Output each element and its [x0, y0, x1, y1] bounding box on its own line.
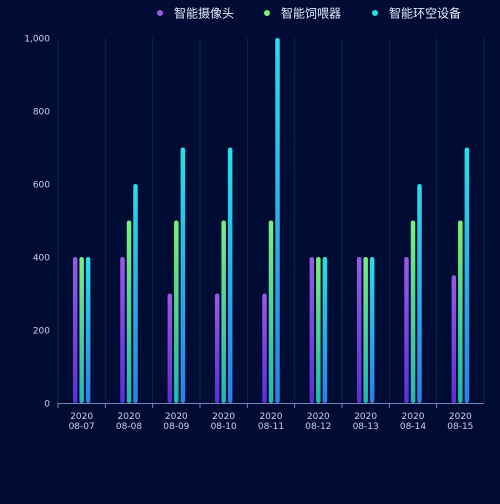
x-tick-label: 2020 08-14 — [400, 412, 426, 432]
bar — [464, 147, 470, 403]
legend: 智能摄像头 智能饲喂器 智能环空设备 — [157, 6, 461, 21]
bar — [72, 257, 78, 403]
bar — [417, 184, 422, 403]
x-tick-label: 2020 08-11 — [258, 412, 284, 432]
bar — [369, 257, 375, 403]
bar — [180, 147, 186, 403]
bar — [451, 275, 457, 403]
bar — [167, 293, 173, 403]
y-tick-label: 400 — [33, 254, 50, 264]
bar — [410, 220, 416, 403]
x-tick-label: 2020 08-13 — [353, 412, 379, 432]
bar — [309, 257, 315, 403]
legend-label: 智能摄像头 — [174, 6, 234, 21]
legend-marker — [157, 10, 163, 16]
x-tick-label: 2020 08-08 — [116, 412, 142, 432]
bar — [322, 257, 328, 403]
bar — [458, 220, 463, 403]
x-tick-label: 2020 08-15 — [447, 412, 473, 432]
bar — [126, 220, 132, 403]
bar — [227, 147, 233, 403]
y-axis: 0 200 400 600 800 1,000 — [24, 35, 50, 410]
x-tick-label: 2020 08-07 — [69, 412, 95, 432]
x-tick-label: 2020 08-10 — [211, 412, 237, 432]
bar — [275, 38, 280, 403]
x-tick-label: 2020 08-12 — [305, 412, 331, 432]
legend-marker — [372, 10, 378, 16]
bar — [316, 257, 321, 403]
bar — [79, 257, 84, 403]
bars — [72, 38, 470, 403]
bar — [262, 293, 267, 403]
y-tick-label: 800 — [33, 108, 50, 118]
bar — [356, 257, 362, 403]
y-tick-label: 600 — [33, 181, 50, 191]
bar — [214, 293, 220, 403]
bar — [85, 257, 91, 403]
legend-label: 智能饲喂器 — [281, 6, 341, 21]
bar — [120, 257, 125, 403]
x-axis: 2020 08-07 2020 08-08 2020 08-09 2020 08-10 2020… — [57, 403, 484, 432]
y-tick-label: 200 — [33, 327, 50, 337]
bar — [404, 257, 409, 403]
legend-marker — [264, 10, 270, 16]
bar — [221, 220, 226, 403]
y-tick-label: 0 — [44, 400, 50, 410]
bar — [174, 220, 179, 403]
y-tick-label: 1,000 — [24, 35, 50, 45]
x-tick-label: 2020 08-09 — [163, 412, 189, 432]
bar — [363, 257, 368, 403]
bar — [268, 220, 274, 403]
legend-label: 智能环空设备 — [389, 6, 461, 21]
grid — [57, 38, 485, 403]
bar — [133, 184, 138, 403]
